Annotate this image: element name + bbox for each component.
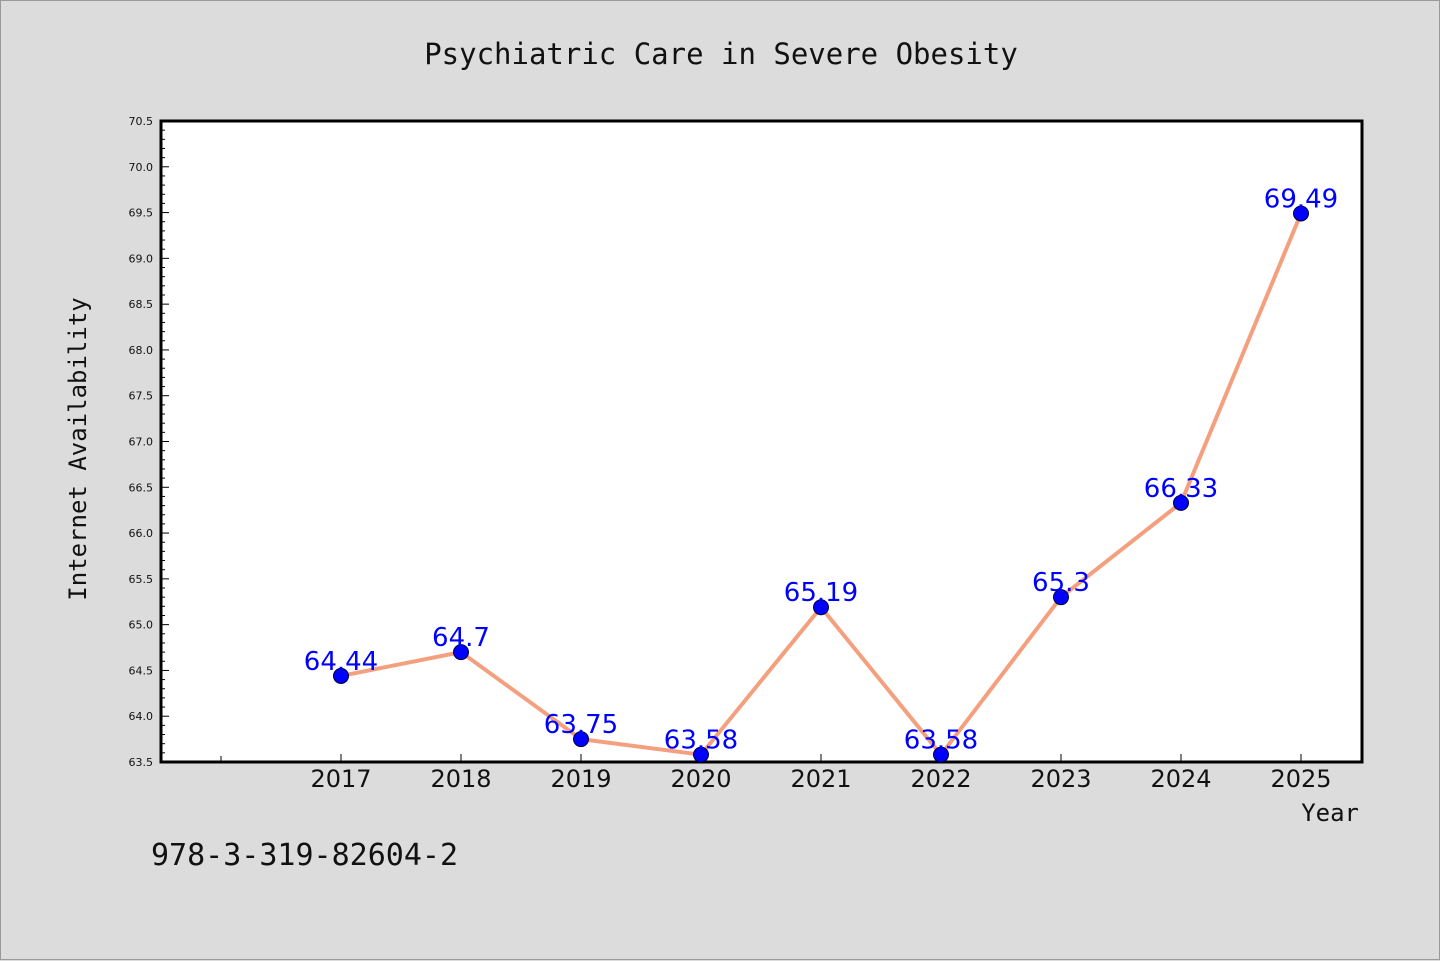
data-label: 63.75	[544, 710, 618, 740]
footer-isbn: 978-3-319-82604-2	[151, 838, 458, 873]
data-point	[813, 599, 829, 616]
y-axis-ticks: 63.5 64.0 64.5 65.0 65.5 66.0 66.5 67.0 67.5 68.0…	[129, 115, 169, 769]
data-label: 63.58	[904, 726, 978, 756]
x-tick-label: 2025	[1270, 765, 1331, 793]
data-label: 69.49	[1264, 184, 1338, 214]
y-axis-title: Internet Availability	[64, 297, 92, 600]
x-tick-label: 2018	[430, 765, 491, 793]
y-tick-label: 68.0	[129, 344, 154, 357]
x-tick-label: 2023	[1030, 765, 1091, 793]
x-tick-label: 2024	[1150, 765, 1211, 793]
y-tick-label: 66.0	[129, 527, 154, 540]
data-label: 64.44	[304, 647, 378, 677]
y-tick-label: 66.5	[129, 481, 154, 494]
x-tick-label: 2017	[310, 765, 371, 793]
y-tick-label: 68.5	[129, 298, 154, 311]
y-tick-label: 69.5	[129, 207, 154, 220]
x-axis-ticks: 2017 2018 2019 2020 2021 2022 2023 2024 2025	[220, 754, 1332, 793]
x-tick-label: 2020	[670, 765, 731, 793]
series-layer: 64.44 64.7 63.75 63.58 65.19 63.58 65.3 66.33 69…	[304, 184, 1338, 763]
data-point	[1173, 494, 1189, 511]
data-point	[573, 731, 589, 748]
x-axis-title: Year	[1301, 799, 1359, 827]
plot-area	[159, 119, 1364, 764]
data-label: 63.58	[664, 726, 738, 756]
data-point	[1053, 589, 1069, 606]
x-tick-label: 2021	[790, 765, 851, 793]
y-tick-label: 67.5	[129, 390, 154, 403]
y-tick-label: 70.0	[129, 161, 154, 174]
data-label: 66.33	[1144, 474, 1218, 504]
data-point	[693, 746, 709, 763]
y-tick-label: 70.5	[129, 115, 154, 128]
y-tick-label: 63.5	[129, 756, 154, 769]
y-tick-label: 67.0	[129, 436, 154, 449]
data-point	[333, 667, 349, 684]
data-point	[453, 644, 469, 661]
chart-title: Psychiatric Care in Severe Obesity	[424, 37, 1018, 71]
x-tick-label: 2022	[910, 765, 971, 793]
data-label: 65.3	[1032, 568, 1090, 598]
data-point	[1293, 205, 1309, 222]
y-tick-label: 64.0	[129, 710, 154, 723]
data-label: 65.19	[784, 578, 858, 608]
y-tick-label: 69.0	[129, 252, 154, 265]
y-tick-label: 64.5	[129, 664, 154, 677]
y-tick-label: 65.5	[129, 573, 154, 586]
data-label: 64.7	[432, 623, 490, 653]
y-tick-label: 65.0	[129, 619, 154, 632]
data-point	[933, 746, 949, 763]
x-tick-label: 2019	[550, 765, 611, 793]
